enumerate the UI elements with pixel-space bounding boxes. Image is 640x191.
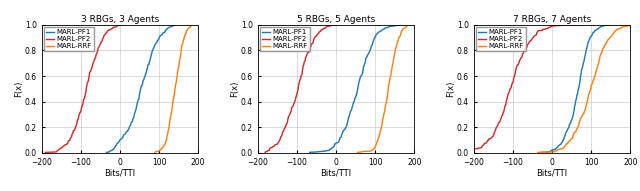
MARL-PF2 bbox=[52, 151, 60, 153]
MARL-PF2 bbox=[261, 151, 269, 154]
MARL-RRF bbox=[151, 151, 159, 154]
MARL-PF1 bbox=[368, 44, 376, 46]
MARL-RRF bbox=[607, 36, 614, 38]
MARL-PF2 bbox=[116, 24, 124, 26]
MARL-PF1 bbox=[357, 75, 365, 78]
Line: MARL-PF1: MARL-PF1 bbox=[541, 25, 611, 152]
MARL-PF2 bbox=[86, 73, 93, 75]
MARL-PF1 bbox=[156, 36, 163, 38]
MARL-PF1 bbox=[358, 73, 366, 75]
MARL-PF2 bbox=[298, 73, 306, 75]
MARL-PF1 bbox=[172, 24, 180, 26]
MARL-RRF bbox=[404, 24, 412, 26]
MARL-PF2 bbox=[312, 36, 319, 38]
MARL-RRF bbox=[354, 151, 362, 154]
MARL-RRF bbox=[152, 151, 159, 153]
MARL-PF1 bbox=[102, 151, 110, 154]
MARL-PF1 bbox=[537, 151, 545, 154]
Y-axis label: F(x): F(x) bbox=[230, 81, 239, 97]
MARL-RRF bbox=[393, 44, 401, 46]
MARL-PF2 bbox=[524, 44, 531, 46]
MARL-PF2 bbox=[333, 24, 341, 26]
MARL-PF2 bbox=[297, 75, 305, 78]
MARL-RRF bbox=[188, 24, 196, 26]
MARL-RRF bbox=[396, 36, 403, 38]
MARL-PF1 bbox=[312, 151, 320, 153]
X-axis label: Bits/TTI: Bits/TTI bbox=[321, 168, 351, 177]
MARL-RRF bbox=[627, 24, 635, 26]
Line: MARL-RRF: MARL-RRF bbox=[155, 25, 192, 152]
MARL-RRF bbox=[387, 76, 394, 78]
MARL-PF2 bbox=[42, 151, 49, 154]
MARL-PF1 bbox=[141, 73, 149, 75]
MARL-PF1 bbox=[544, 151, 552, 153]
MARL-RRF bbox=[534, 151, 541, 154]
MARL-RRF bbox=[179, 44, 186, 46]
MARL-PF1 bbox=[587, 36, 595, 38]
MARL-PF2 bbox=[510, 76, 518, 78]
MARL-PF1 bbox=[151, 44, 159, 46]
MARL-PF2 bbox=[297, 76, 305, 78]
MARL-PF2 bbox=[530, 36, 538, 38]
MARL-RRF bbox=[387, 73, 395, 75]
MARL-PF1 bbox=[584, 44, 591, 46]
MARL-PF1 bbox=[577, 75, 584, 78]
MARL-RRF bbox=[173, 73, 181, 75]
MARL-PF2 bbox=[580, 24, 588, 26]
MARL-PF2 bbox=[457, 151, 465, 153]
Legend: MARL-PF1, MARL-PF2, MARL-RRF: MARL-PF1, MARL-PF2, MARL-RRF bbox=[260, 27, 310, 51]
MARL-PF1 bbox=[106, 151, 113, 153]
MARL-PF1 bbox=[141, 75, 149, 78]
MARL-RRF bbox=[173, 76, 181, 78]
MARL-PF1 bbox=[607, 24, 615, 26]
MARL-PF1 bbox=[141, 76, 148, 78]
MARL-PF2 bbox=[511, 75, 518, 78]
Title: 3 RBGs, 3 Agents: 3 RBGs, 3 Agents bbox=[81, 15, 159, 24]
MARL-PF1 bbox=[356, 76, 364, 78]
MARL-PF2 bbox=[85, 76, 93, 78]
MARL-PF1 bbox=[306, 151, 314, 154]
Line: MARL-PF1: MARL-PF1 bbox=[310, 25, 404, 152]
MARL-RRF bbox=[591, 73, 599, 75]
MARL-PF2 bbox=[85, 75, 93, 78]
Y-axis label: F(x): F(x) bbox=[14, 81, 23, 97]
MARL-PF2 bbox=[511, 73, 518, 75]
MARL-PF2 bbox=[261, 151, 269, 153]
MARL-RRF bbox=[173, 75, 181, 78]
MARL-PF2 bbox=[454, 151, 462, 154]
MARL-PF2 bbox=[96, 44, 104, 46]
MARL-RRF bbox=[601, 44, 609, 46]
X-axis label: Bits/TTI: Bits/TTI bbox=[104, 168, 136, 177]
MARL-RRF bbox=[591, 76, 598, 78]
MARL-PF1 bbox=[577, 76, 584, 78]
Line: MARL-PF2: MARL-PF2 bbox=[458, 25, 584, 152]
MARL-PF1 bbox=[577, 73, 585, 75]
MARL-PF1 bbox=[371, 36, 379, 38]
Title: 5 RBGs, 5 Agents: 5 RBGs, 5 Agents bbox=[297, 15, 375, 24]
MARL-RRF bbox=[591, 75, 598, 78]
Title: 7 RBGs, 7 Agents: 7 RBGs, 7 Agents bbox=[513, 15, 591, 24]
MARL-RRF bbox=[180, 36, 188, 38]
Legend: MARL-PF1, MARL-PF2, MARL-RRF: MARL-PF1, MARL-PF2, MARL-RRF bbox=[476, 27, 525, 51]
Line: MARL-RRF: MARL-RRF bbox=[358, 25, 408, 152]
MARL-PF2 bbox=[100, 36, 108, 38]
Line: MARL-PF2: MARL-PF2 bbox=[265, 25, 337, 152]
MARL-RRF bbox=[550, 151, 557, 153]
MARL-PF2 bbox=[307, 44, 315, 46]
Legend: MARL-PF1, MARL-PF2, MARL-RRF: MARL-PF1, MARL-PF2, MARL-RRF bbox=[44, 27, 93, 51]
Y-axis label: F(x): F(x) bbox=[447, 81, 456, 97]
MARL-PF1 bbox=[401, 24, 408, 26]
Line: MARL-PF2: MARL-PF2 bbox=[45, 25, 120, 152]
X-axis label: Bits/TTI: Bits/TTI bbox=[536, 168, 568, 177]
MARL-RRF bbox=[358, 151, 365, 153]
MARL-RRF bbox=[387, 75, 394, 78]
Line: MARL-RRF: MARL-RRF bbox=[538, 25, 631, 152]
Line: MARL-PF1: MARL-PF1 bbox=[106, 25, 176, 152]
